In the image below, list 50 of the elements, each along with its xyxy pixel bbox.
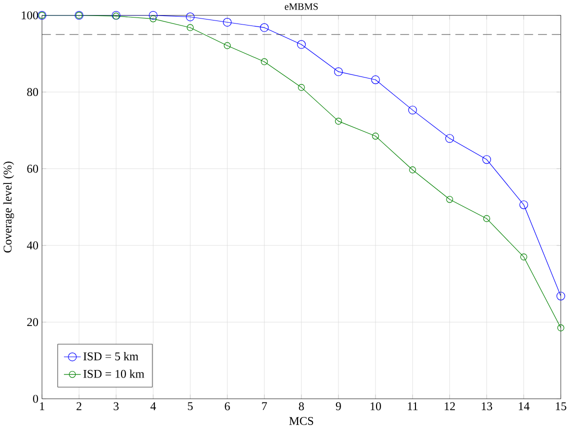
point bbox=[222, 18, 232, 26]
point bbox=[224, 42, 231, 49]
point bbox=[260, 23, 269, 32]
point bbox=[483, 215, 490, 222]
x-tick-label: 8 bbox=[298, 402, 304, 410]
point bbox=[186, 24, 194, 31]
y-tick-label: 40 bbox=[26, 241, 38, 250]
point bbox=[297, 40, 306, 49]
legend-label: ISD = 5 km bbox=[83, 352, 138, 360]
point bbox=[148, 10, 158, 20]
legend-label: ISD = 10 km bbox=[83, 369, 144, 378]
point bbox=[371, 75, 380, 84]
y-tick-label: 80 bbox=[27, 88, 38, 96]
y-axis-title: Coverage level (%) bbox=[3, 162, 14, 252]
x-tick-label: 5 bbox=[188, 402, 193, 410]
point bbox=[186, 12, 195, 22]
x-tick-label: 12 bbox=[444, 402, 455, 410]
point bbox=[372, 132, 379, 140]
point bbox=[298, 84, 305, 91]
x-tick-label: 7 bbox=[262, 402, 267, 410]
x-tick-label: 14 bbox=[518, 402, 530, 410]
point bbox=[556, 292, 566, 300]
x-tick-label: 3 bbox=[114, 402, 119, 410]
point bbox=[482, 155, 492, 164]
point bbox=[334, 67, 343, 76]
x-tick-label: 11 bbox=[408, 402, 418, 410]
x-tick-label: 6 bbox=[224, 402, 230, 410]
point bbox=[408, 106, 417, 114]
x-tick-label: 15 bbox=[556, 402, 566, 410]
point bbox=[409, 166, 416, 174]
x-tick-label: 1 bbox=[40, 402, 44, 410]
x-tick-label: 13 bbox=[482, 402, 492, 410]
point bbox=[557, 324, 564, 332]
x-tick-label: 10 bbox=[370, 402, 381, 410]
x-tick-label: 9 bbox=[336, 402, 341, 410]
chart-title: eMBMS bbox=[284, 3, 318, 10]
point bbox=[446, 196, 454, 203]
point bbox=[150, 15, 157, 22]
point bbox=[260, 58, 268, 66]
point bbox=[519, 200, 528, 209]
point bbox=[335, 118, 342, 125]
point bbox=[445, 134, 454, 143]
y-tick-label: 100 bbox=[22, 11, 38, 20]
x-tick-label: 2 bbox=[76, 402, 82, 410]
point bbox=[520, 253, 528, 260]
x-tick-label: 4 bbox=[150, 402, 156, 410]
x-axis-title: MCS bbox=[289, 416, 314, 425]
y-tick-label: 20 bbox=[27, 318, 38, 326]
y-tick-label: 60 bbox=[27, 164, 38, 173]
y-tick-label: 0 bbox=[33, 394, 38, 403]
